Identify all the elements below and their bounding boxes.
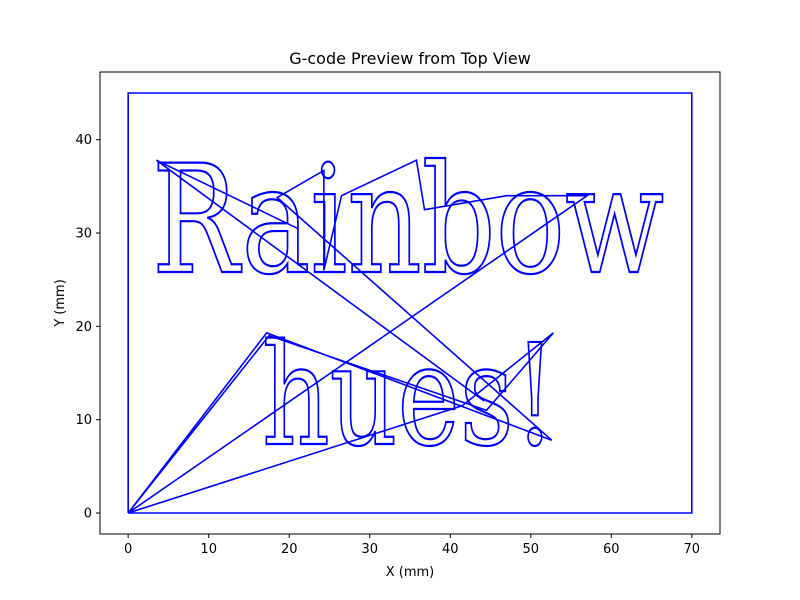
x-tick-label: 40 <box>442 542 459 557</box>
y-axis-title: Y (mm) <box>53 279 68 328</box>
x-tick-label: 50 <box>523 542 540 557</box>
engraved-word-2: hues! <box>262 315 556 478</box>
x-tick-label: 20 <box>281 542 298 557</box>
toolpath-layer <box>127 92 693 514</box>
x-tick-label: 10 <box>200 542 217 557</box>
chart-title: G-code Preview from Top View <box>289 49 531 68</box>
x-axis: 0 10 20 30 40 50 60 70 <box>124 534 700 557</box>
y-tick-label: 20 <box>75 320 92 335</box>
y-tick-label: 10 <box>75 413 92 428</box>
plot-frame <box>99 71 721 535</box>
engraved-text-group: Rainbow hues! <box>151 133 665 479</box>
toolpath-travel-1 <box>127 159 590 514</box>
y-tick-label: 40 <box>75 133 92 148</box>
y-tick-label: 30 <box>75 227 92 242</box>
x-tick-label: 30 <box>361 542 378 557</box>
y-tick-label: 0 <box>84 507 92 522</box>
x-tick-label: 70 <box>684 542 701 557</box>
x-tick-label: 60 <box>603 542 620 557</box>
toolpath-border-0 <box>127 92 693 514</box>
x-tick-label: 0 <box>124 542 132 557</box>
y-axis: 0 10 20 30 40 <box>75 133 100 522</box>
toolpath-travel-2 <box>155 159 485 402</box>
x-axis-title: X (mm) <box>386 565 435 580</box>
engraved-word-1: Rainbow <box>152 134 664 308</box>
